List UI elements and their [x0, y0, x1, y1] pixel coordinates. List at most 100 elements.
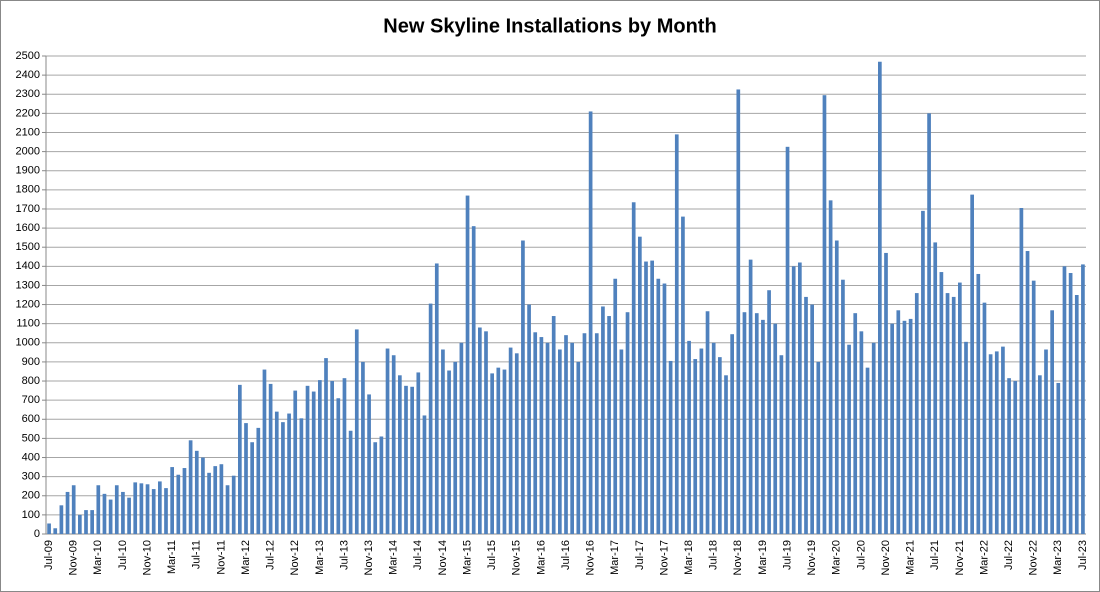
- x-tick-label: Mar-23: [1052, 540, 1064, 575]
- y-tick-label: 0: [34, 528, 40, 540]
- bar: [668, 360, 673, 534]
- y-tick-label: 300: [22, 471, 40, 483]
- bar: [1031, 280, 1036, 534]
- bar: [84, 510, 88, 534]
- y-tick-label: 100: [22, 509, 40, 521]
- x-tick-label: Nov-11: [215, 540, 227, 575]
- bar: [398, 375, 402, 534]
- y-tick-label: 1200: [16, 298, 40, 310]
- bar: [816, 361, 821, 534]
- bar: [96, 485, 101, 534]
- bar: [607, 316, 611, 534]
- x-tick-label: Jul-22: [1003, 540, 1015, 570]
- x-tick-label: Jul-11: [191, 540, 203, 569]
- bar: [853, 313, 858, 534]
- bar: [711, 342, 716, 534]
- bar: [194, 450, 199, 534]
- bar: [268, 383, 273, 534]
- bar: [613, 278, 618, 534]
- bar: [576, 361, 581, 534]
- bar: [256, 427, 261, 534]
- bar: [890, 323, 894, 534]
- bar: [841, 279, 845, 534]
- bar: [705, 311, 710, 534]
- bar: [348, 430, 353, 534]
- bar: [834, 240, 839, 534]
- bar: [354, 329, 359, 534]
- bar: [490, 373, 494, 534]
- x-tick-label: Mar-14: [388, 540, 400, 575]
- y-tick-label: 1800: [16, 184, 40, 196]
- bar: [361, 361, 365, 534]
- x-tick-label: Nov-12: [289, 540, 301, 575]
- x-tick-label: Mar-21: [905, 540, 917, 575]
- bar: [539, 337, 544, 534]
- x-tick-label: Mar-13: [314, 540, 326, 575]
- bar: [508, 347, 513, 534]
- bar: [262, 369, 267, 534]
- y-tick-label: 2400: [16, 69, 40, 81]
- bar: [373, 442, 378, 534]
- bar: [551, 316, 556, 534]
- x-tick-label: Jul-13: [338, 540, 350, 570]
- y-tick-label: 2200: [16, 107, 40, 119]
- x-tick-label: Mar-20: [831, 540, 843, 575]
- bar: [773, 323, 778, 534]
- bar: [207, 472, 211, 534]
- bar: [1050, 310, 1054, 534]
- x-tick-label: Nov-19: [806, 540, 818, 575]
- bar: [865, 367, 870, 534]
- bar: [871, 342, 876, 534]
- bar: [1013, 381, 1018, 534]
- bar: [638, 236, 642, 534]
- bar: [385, 348, 390, 534]
- bar: [884, 252, 888, 534]
- bar: [976, 273, 981, 534]
- bar: [859, 331, 864, 534]
- bar: [305, 385, 310, 534]
- bar: [78, 514, 82, 534]
- bar: [502, 369, 507, 534]
- y-tick-label: 2500: [16, 50, 40, 62]
- chart-title: New Skyline Installations by Month: [383, 15, 716, 37]
- bar: [828, 200, 833, 534]
- x-tick-label: Jul-14: [412, 540, 424, 570]
- x-tick-label: Mar-16: [535, 540, 547, 575]
- bar: [650, 260, 654, 534]
- x-tick-label: Jul-12: [265, 540, 277, 570]
- x-tick-label: Jul-18: [708, 540, 720, 570]
- bar: [847, 344, 851, 534]
- bar: [139, 483, 144, 534]
- y-tick-label: 500: [22, 432, 40, 444]
- bar: [324, 358, 328, 534]
- bar: [527, 304, 531, 534]
- bar: [47, 523, 51, 534]
- bar: [219, 464, 224, 534]
- bar: [121, 491, 125, 534]
- bar: [736, 89, 741, 535]
- bar: [164, 488, 168, 534]
- bar: [724, 375, 728, 534]
- y-tick-label: 1900: [16, 165, 40, 177]
- bar: [619, 349, 624, 534]
- bar: [225, 485, 230, 534]
- bar: [410, 386, 414, 534]
- bar: [108, 499, 113, 534]
- bar: [1025, 251, 1030, 535]
- bar: [428, 303, 433, 534]
- y-tick-label: 400: [22, 451, 40, 463]
- bar: [908, 318, 913, 534]
- x-tick-label: Jul-17: [634, 540, 646, 570]
- bar: [988, 354, 993, 534]
- bar: [478, 327, 482, 534]
- bar: [151, 489, 156, 534]
- bar: [336, 398, 341, 534]
- bar: [133, 482, 138, 534]
- x-tick-label: Nov-17: [658, 540, 670, 575]
- x-tick-label: Jul-21: [929, 540, 941, 570]
- y-tick-label: 200: [22, 490, 40, 502]
- bar: [416, 372, 421, 534]
- bar: [274, 411, 279, 534]
- bar: [754, 313, 759, 534]
